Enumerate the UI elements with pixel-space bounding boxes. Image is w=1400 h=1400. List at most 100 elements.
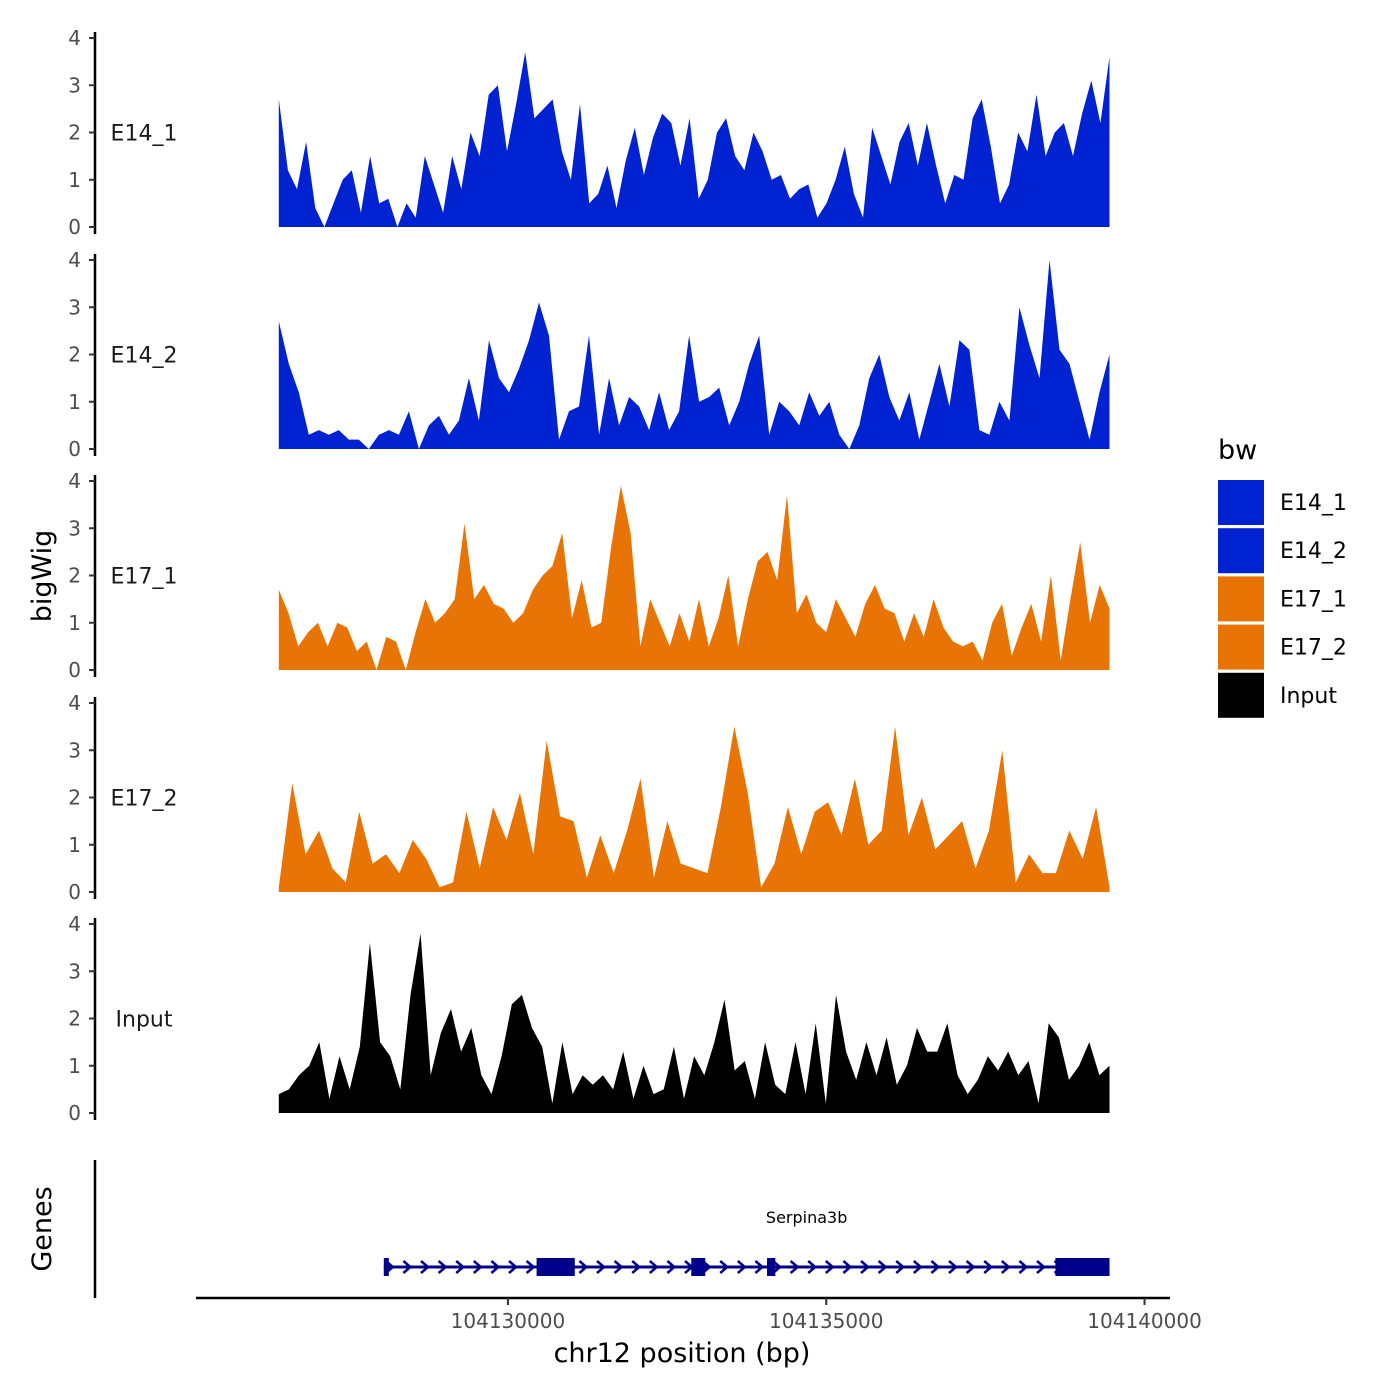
- track-E14_1: 0 1 2 3 4 E14_1: [68, 26, 1110, 239]
- strand-arrow: [930, 1260, 941, 1274]
- strand-arrow: [877, 1260, 888, 1274]
- y-tick-label: 0: [68, 215, 81, 239]
- exon: [383, 1258, 389, 1276]
- track-label: E14_1: [111, 122, 178, 147]
- strand-arrow: [1036, 1260, 1046, 1274]
- y-tick-label: 1: [68, 390, 81, 414]
- exon: [767, 1258, 776, 1276]
- legend-label-E17_1: E17_1: [1280, 587, 1347, 612]
- strand-arrow: [772, 1260, 782, 1274]
- y-tick-label: 3: [68, 516, 81, 540]
- strand-arrow: [736, 1260, 747, 1274]
- strand-arrow: [895, 1260, 906, 1274]
- gene-track: Serpina3b: [93, 1160, 1110, 1298]
- x-axis-title: chr12 position (bp): [554, 1338, 811, 1369]
- strand-arrow: [578, 1260, 589, 1274]
- y-tick-label: 2: [68, 786, 81, 810]
- strand-arrow: [1000, 1260, 1011, 1274]
- area-E17_2: [278, 726, 1110, 892]
- strand-arrow: [437, 1260, 448, 1274]
- strand-arrow: [666, 1260, 677, 1274]
- track-label: Input: [116, 1008, 173, 1033]
- legend-key-E14_2: [1218, 528, 1264, 574]
- strand-arrow: [965, 1260, 976, 1274]
- track-label: E17_1: [111, 565, 178, 590]
- track-E14_2: 0 1 2 3 4 E14_2: [68, 248, 1110, 461]
- strand-arrow: [525, 1260, 536, 1274]
- x-tick-label: 104130000: [451, 1309, 566, 1333]
- y-tick-label: 2: [68, 121, 81, 145]
- area-E14_1: [278, 52, 1110, 228]
- strand-arrow: [508, 1260, 518, 1274]
- y-tick-label: 1: [68, 168, 81, 192]
- legend-label-E17_2: E17_2: [1280, 636, 1347, 661]
- legend-label-E14_1: E14_1: [1280, 491, 1347, 516]
- strand-arrow: [631, 1260, 642, 1274]
- strand-arrow: [807, 1260, 818, 1274]
- track-E17_1: 0 1 2 3 4 E17_1: [68, 469, 1110, 682]
- y-tick-label: 0: [68, 658, 81, 682]
- legend-key-E17_2: [1218, 624, 1264, 670]
- track-label: E17_2: [111, 787, 178, 812]
- y-tick-label: 3: [68, 295, 81, 319]
- y-tick-label: 2: [68, 1007, 81, 1031]
- y-tick-label: 3: [68, 959, 81, 983]
- strand-arrow: [912, 1260, 923, 1274]
- strand-arrow: [490, 1260, 501, 1274]
- strand-arrow: [402, 1260, 413, 1274]
- strand-arrow: [420, 1260, 430, 1274]
- track-Input: 0 1 2 3 4 Input: [68, 912, 1110, 1125]
- y-tick-label: 3: [68, 738, 81, 762]
- exon: [1055, 1258, 1110, 1276]
- y-tick-label: 4: [68, 691, 81, 715]
- strand-arrow: [948, 1260, 958, 1274]
- strand-arrow: [1018, 1260, 1029, 1274]
- track-label: E14_2: [111, 344, 178, 369]
- x-tick-label: 104135000: [769, 1309, 884, 1333]
- signal-tracks: 0 1 2 3 4 E14_1 0 1 2 3 4 E14_2 0 1 2 3 4 E17_1 0 1 2 3 4 E17_2…: [68, 26, 1110, 1125]
- strand-arrow: [472, 1260, 483, 1274]
- gene-name-label: Serpina3b: [766, 1208, 847, 1227]
- y-tick-label: 0: [68, 1101, 81, 1125]
- strand-arrow: [824, 1260, 835, 1274]
- y-tick-label: 2: [68, 564, 81, 588]
- y-tick-label: 1: [68, 833, 81, 857]
- strand-arrow: [596, 1260, 606, 1274]
- exon: [691, 1258, 706, 1276]
- y-tick-label: 3: [68, 73, 81, 97]
- legend: bw E14_1 E14_2 E17_1 E17_2 Input: [1218, 435, 1347, 718]
- legend-key-E14_1: [1218, 480, 1264, 525]
- strand-arrow: [789, 1260, 800, 1274]
- exon: [536, 1258, 575, 1276]
- legend-label-Input: Input: [1280, 684, 1337, 709]
- y-tick-label: 4: [68, 26, 81, 50]
- strand-arrow: [860, 1260, 870, 1274]
- y-tick-label: 0: [68, 880, 81, 904]
- strand-arrow: [719, 1260, 730, 1274]
- y-axis-title: bigWig: [27, 530, 58, 623]
- strand-arrow: [842, 1260, 853, 1274]
- area-Input: [278, 933, 1110, 1113]
- legend-title: bw: [1218, 435, 1257, 466]
- gene-track-title: Genes: [27, 1186, 58, 1271]
- x-axis: 104130000 104135000 104140000: [196, 1296, 1202, 1333]
- y-tick-label: 2: [68, 343, 81, 367]
- x-tick-label: 104140000: [1087, 1309, 1202, 1333]
- legend-key-Input: [1218, 672, 1264, 718]
- strand-arrow: [648, 1260, 659, 1274]
- strand-arrow: [754, 1260, 765, 1274]
- y-tick-label: 1: [68, 1054, 81, 1078]
- y-tick-label: 0: [68, 437, 81, 461]
- y-tick-label: 4: [68, 469, 81, 493]
- area-E17_1: [278, 485, 1110, 670]
- y-tick-label: 1: [68, 611, 81, 635]
- y-tick-label: 4: [68, 912, 81, 936]
- track-E17_2: 0 1 2 3 4 E17_2: [68, 691, 1110, 904]
- strand-arrow: [455, 1260, 466, 1274]
- strand-arrow: [983, 1260, 994, 1274]
- strand-arrow: [613, 1260, 624, 1274]
- legend-key-E17_1: [1218, 576, 1264, 622]
- legend-label-E14_2: E14_2: [1280, 539, 1347, 564]
- y-tick-label: 4: [68, 248, 81, 272]
